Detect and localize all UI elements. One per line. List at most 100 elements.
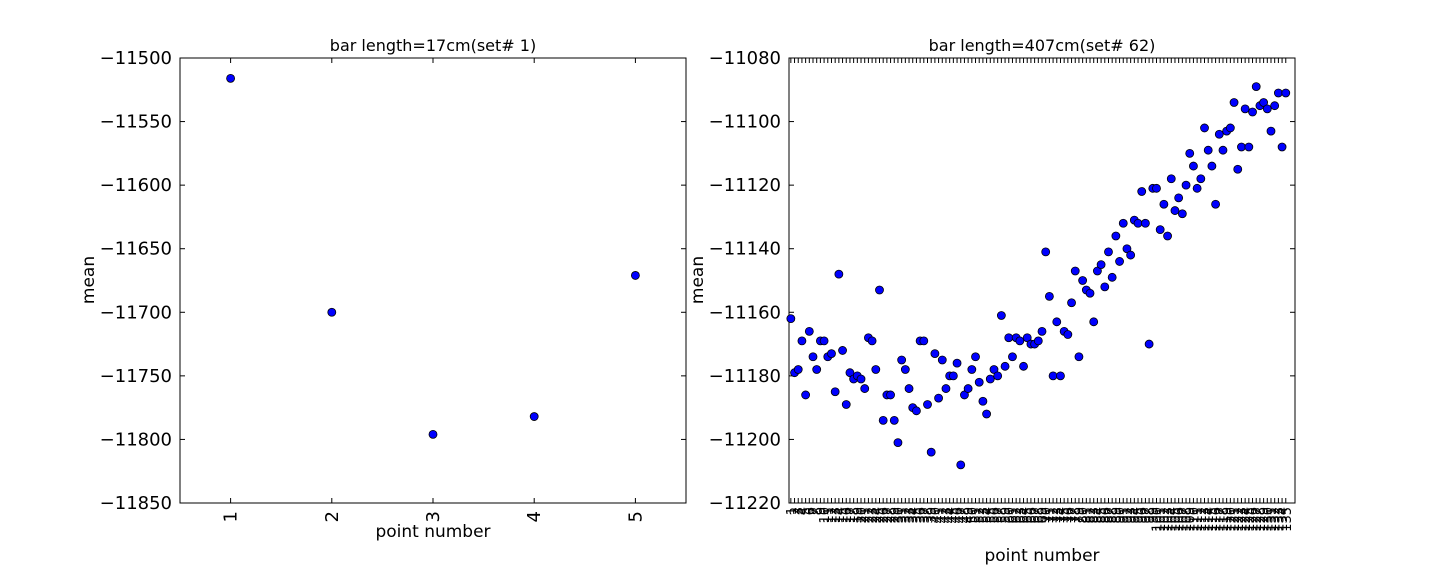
x-tick-label: 133 (1272, 507, 1287, 532)
x-tick-label: 20 (855, 507, 870, 524)
x-tick-label: 26 (877, 507, 892, 524)
data-point (923, 400, 932, 409)
x-tick-label: 9 (814, 507, 829, 515)
chart-title-right: bar length=407cm(set# 62) (929, 36, 1156, 55)
data-point (993, 371, 1003, 381)
x-tick-label: 81 (1080, 507, 1095, 524)
data-point (1096, 260, 1106, 270)
x-tick-label: 84 (1091, 507, 1106, 524)
data-point (1174, 193, 1184, 203)
x-tick-label: 122 (1232, 507, 1247, 532)
x-tick-label: 52 (973, 507, 988, 524)
x-tick-label: 36 (914, 507, 929, 524)
data-point (1196, 174, 1206, 184)
plot-area-left (179, 57, 687, 504)
data-point (1019, 361, 1028, 371)
data-point (1163, 231, 1172, 241)
x-tick-label: 50 (966, 507, 981, 524)
data-point (1155, 225, 1165, 235)
x-tick-label: 4 (524, 511, 545, 522)
data-point (926, 447, 936, 457)
x-tick-label: 107 (1176, 507, 1191, 532)
data-point (1181, 180, 1191, 190)
x-tick-label: 24 (870, 507, 885, 524)
x-tick-label: 86 (1099, 507, 1114, 524)
y-tick-label: −11200 (709, 429, 781, 450)
x-tick-label: 131 (1265, 507, 1280, 532)
x-tick-label: 32 (899, 507, 914, 524)
data-point (1008, 352, 1017, 362)
data-point (786, 314, 796, 324)
y-tick-label: −11080 (709, 48, 781, 69)
data-point (830, 387, 840, 397)
data-point (871, 365, 881, 374)
x-tick-label: 5 (625, 511, 646, 522)
data-point (978, 396, 988, 406)
data-point (1085, 288, 1095, 298)
data-point (1137, 187, 1147, 196)
x-tick-label: 101 (1154, 507, 1169, 532)
data-point (971, 352, 980, 362)
data-point (919, 336, 929, 346)
data-point (1218, 145, 1228, 155)
y-tick-label: −11700 (100, 302, 172, 323)
data-point (428, 429, 438, 439)
data-point (1100, 282, 1110, 292)
x-tick-label: 15 (837, 507, 852, 524)
x-tick-label: 130 (1261, 507, 1276, 532)
data-point (1074, 352, 1084, 362)
data-point (1159, 199, 1169, 209)
x-tick-label: 66 (1025, 507, 1040, 524)
x-tick-label: 129 (1258, 507, 1273, 532)
x-tick-label: 115 (1206, 507, 1221, 532)
data-point (856, 374, 866, 384)
x-tick-label: 6 (803, 507, 818, 515)
plot-area-right (788, 57, 1296, 504)
x-tick-label: 132 (1269, 507, 1284, 532)
x-tick-label: 46 (951, 507, 966, 524)
x-tick-label: 44 (944, 507, 959, 524)
data-point (1078, 276, 1088, 285)
data-point (1115, 257, 1124, 266)
data-point (1211, 199, 1220, 209)
data-point (801, 390, 811, 400)
x-tick-label: 21 (859, 507, 874, 524)
data-point (904, 384, 914, 393)
data-point (875, 285, 884, 295)
x-tick-label: 58 (995, 507, 1010, 524)
data-point (952, 358, 962, 368)
data-point (1070, 266, 1080, 276)
x-tick-label: 11 (822, 507, 837, 524)
x-tick-label: 79 (1073, 507, 1088, 524)
x-tick-label: 34 (907, 507, 922, 524)
x-tick-label: 76 (1062, 507, 1077, 524)
data-point (900, 365, 910, 374)
data-point (1214, 129, 1224, 139)
x-tick-label: 105 (1169, 507, 1184, 532)
x-tick-label: 92 (1121, 507, 1136, 524)
data-point (1277, 142, 1287, 152)
x-tick-label: 22 (862, 507, 877, 524)
data-point (797, 336, 807, 346)
data-point (1273, 88, 1283, 98)
data-point (1229, 98, 1239, 107)
data-point (963, 384, 973, 393)
x-tick-label: 14 (833, 507, 848, 524)
y-tick-label: −11220 (709, 493, 781, 514)
x-tick-label: 43 (940, 507, 955, 524)
data-point (1266, 126, 1276, 136)
data-point (793, 365, 803, 374)
data-point (967, 365, 977, 374)
chart-left: bar length=17cm(set# 1) point number mea… (79, 36, 687, 542)
x-tick-label: 31 (896, 507, 911, 524)
data-point (1233, 164, 1243, 174)
x-tick-label: 75 (1058, 507, 1073, 524)
data-point (1104, 247, 1113, 257)
x-tick-label: 78 (1069, 507, 1084, 524)
data-point (886, 390, 895, 400)
data-point (1063, 330, 1073, 339)
x-tick-label: 123 (1235, 507, 1250, 532)
data-point (1240, 104, 1250, 114)
x-tick-label: 83 (1088, 507, 1103, 524)
x-tick-label: 69 (1036, 507, 1051, 524)
